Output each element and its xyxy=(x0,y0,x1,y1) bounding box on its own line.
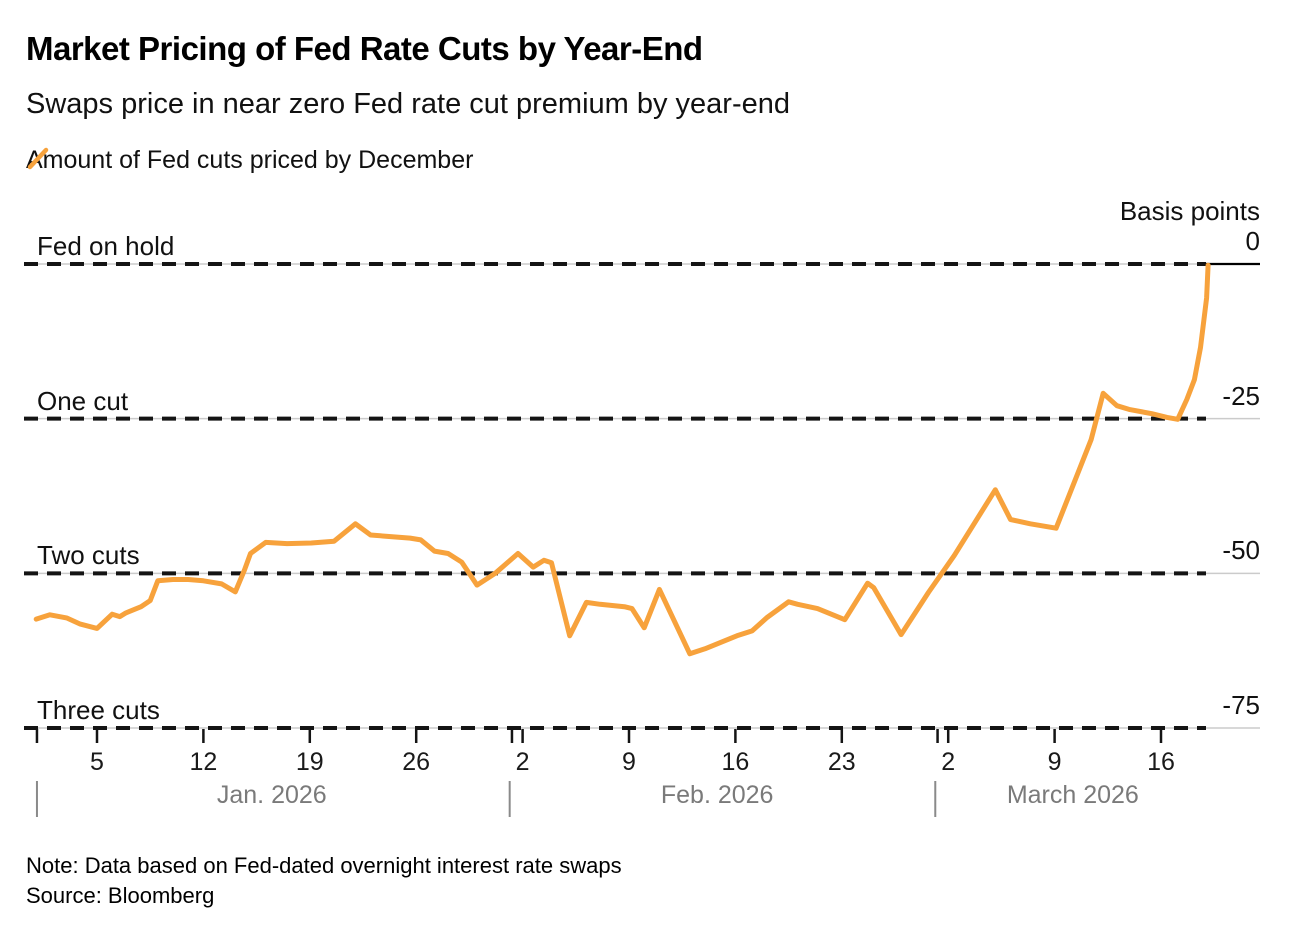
x-tick-label-23: 23 xyxy=(827,748,856,776)
x-tick-label-2: 2 xyxy=(941,748,956,776)
legend-line-marker-icon xyxy=(27,147,49,170)
month-label-jan--2026: Jan. 2026 xyxy=(216,781,327,809)
chart-title: Market Pricing of Fed Rate Cuts by Year-… xyxy=(26,30,703,67)
y-tick-label--25: -25 xyxy=(1222,380,1260,411)
x-tick-label-12: 12 xyxy=(189,748,218,776)
legend: Amount of Fed cuts priced by December xyxy=(26,146,473,175)
x-tick-label-2: 2 xyxy=(515,748,530,776)
footnote: Note: Data based on Fed-dated overnight … xyxy=(26,853,622,878)
x-tick-label-5: 5 xyxy=(90,748,104,776)
x-tick-label-16: 16 xyxy=(1147,748,1175,776)
x-tick-label-19: 19 xyxy=(295,748,324,776)
fed-cuts-priced-line xyxy=(33,262,1211,657)
source-credit: Source: Bloomberg xyxy=(26,883,215,908)
y-label-fed-on-hold: Fed on hold xyxy=(37,231,175,261)
x-tick-label-26: 26 xyxy=(402,748,431,776)
y-label-two-cuts: Two cuts xyxy=(37,540,140,571)
y-axis-unit-label: Basis points xyxy=(1119,196,1260,226)
y-tick-label--50: -50 xyxy=(1222,535,1260,566)
y-label-three-cuts: Three cuts xyxy=(37,695,160,725)
y-label-one-cut: One cut xyxy=(37,385,129,416)
x-tick-label-9: 9 xyxy=(1047,748,1062,776)
y-tick-label--75: -75 xyxy=(1222,690,1260,720)
month-label-march-2026: March 2026 xyxy=(1006,781,1139,809)
x-tick-label-16: 16 xyxy=(721,748,750,776)
y-tick-label-0: 0 xyxy=(1245,226,1260,256)
month-label-feb--2026: Feb. 2026 xyxy=(660,781,774,809)
x-tick-label-9: 9 xyxy=(622,748,636,776)
chart-subtitle: Swaps price in near zero Fed rate cut pr… xyxy=(26,88,791,120)
legend-label: Amount of Fed cuts priced by December xyxy=(26,146,474,174)
